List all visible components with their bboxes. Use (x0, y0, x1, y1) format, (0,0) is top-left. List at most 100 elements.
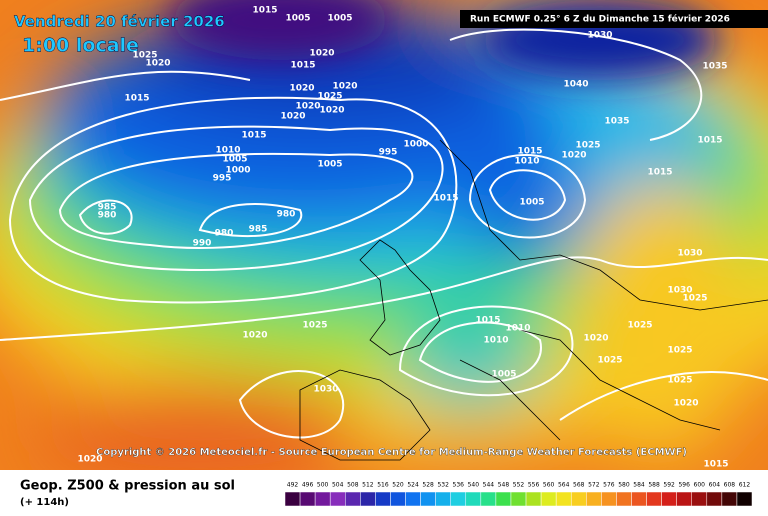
isobar-label: 1015 (290, 61, 315, 71)
isobar-label: 1020 (673, 399, 698, 409)
colorbar-label: 500 (317, 482, 329, 489)
colorbar-label: 512 (362, 482, 374, 489)
isobar-label: 1005 (222, 155, 247, 165)
colorbar-cell (676, 491, 692, 507)
isobar-label: 1010 (514, 157, 539, 167)
colorbar-label: 528 (422, 482, 434, 489)
isobar-label: 1005 (491, 370, 516, 380)
isobar-label: 985 (98, 203, 117, 213)
colorbar-cell (540, 491, 557, 507)
isobar-label: 1015 (697, 136, 722, 146)
colorbar-label: 588 (648, 482, 660, 489)
isobar-label: 1000 (225, 166, 250, 176)
colorbar-cell (360, 491, 376, 507)
isobar-label: 980 (215, 229, 234, 239)
isobar-label: 1030 (313, 385, 338, 395)
isobar-label: 990 (193, 239, 212, 249)
footer-lead: (+ 114h) (20, 497, 69, 508)
isobar-label: 1035 (702, 62, 727, 72)
colorbar-cell (329, 491, 346, 507)
colorbar-label: 596 (678, 482, 690, 489)
isobar-label: 1025 (682, 294, 707, 304)
colorbar-label: 496 (302, 482, 314, 489)
isobar-label: 1020 (319, 106, 344, 116)
colorbar-cell (601, 491, 617, 507)
colorbar-cell (299, 491, 316, 507)
isobar-label: 1005 (327, 14, 352, 24)
colorbar-cell (314, 491, 331, 507)
isobar-label: 980 (98, 211, 117, 221)
isobar-label: 1015 (703, 460, 728, 470)
isobar-label: 1020 (309, 49, 334, 59)
isobar-label: 1020 (583, 334, 608, 344)
colorbar-cell (480, 491, 497, 507)
isobar-label: 1020 (145, 59, 170, 69)
isobar-label: 1010 (215, 146, 240, 156)
colorbar-label: 520 (392, 482, 404, 489)
colorbar-cell (465, 491, 482, 507)
colorbar-cell (631, 491, 647, 507)
colorbar-cell (420, 491, 436, 507)
colorbar-cell (616, 491, 632, 507)
colorbar-label: 540 (468, 482, 480, 489)
isobar-label: 1030 (677, 249, 702, 259)
colorbar-label: 532 (437, 482, 449, 489)
colorbar-cell (661, 491, 677, 507)
isobar-label: 1020 (332, 82, 357, 92)
forecast-date: Vendredi 20 février 2026 (14, 13, 225, 31)
colorbar-label: 544 (483, 482, 495, 489)
isobar-label: 980 (277, 210, 296, 220)
isobars (0, 28, 768, 439)
isobar-label: 1015 (647, 168, 672, 178)
colorbar-label: 508 (347, 482, 359, 489)
colorbar-label: 516 (377, 482, 389, 489)
isobar-label: 995 (379, 148, 398, 158)
colorbar-cell (284, 491, 301, 507)
colorbar-label: 536 (453, 482, 465, 489)
copyright: Copyright © 2026 Meteociel.fr - Source E… (96, 447, 687, 458)
isobar-label: 1000 (403, 140, 428, 150)
isobar-label: 1020 (289, 84, 314, 94)
colorbar-cell (435, 491, 451, 507)
colorbar-cell (345, 491, 361, 507)
isobar-label: 1040 (563, 80, 588, 90)
isobar-label: 1030 (587, 31, 612, 41)
colorbar-label: 568 (573, 482, 585, 489)
footer-title: Geop. Z500 & pression au sol (20, 479, 235, 494)
isobar-label: 985 (249, 225, 268, 235)
colorbar-label: 548 (498, 482, 510, 489)
run-info: Run ECMWF 0.25° 6 Z du Dimanche 15 févri… (470, 14, 730, 25)
isobar-label: 1030 (667, 286, 692, 296)
isobar-label: 1020 (242, 331, 267, 341)
colorbar-label: 560 (543, 482, 555, 489)
isobar-label: 1015 (124, 94, 149, 104)
colorbar-cell (646, 491, 662, 507)
isobar-label: 1005 (317, 160, 342, 170)
colorbar-label: 600 (694, 482, 706, 489)
colorbar-label: 552 (513, 482, 525, 489)
colorbar-label: 556 (528, 482, 540, 489)
colorbar-cell (691, 491, 708, 507)
colorbar-cell (555, 491, 572, 507)
isobar-label: 1015 (517, 147, 542, 157)
isobar-label: 1010 (483, 336, 508, 346)
colorbar-cell (405, 491, 421, 507)
isobar-label: 1010 (505, 324, 530, 334)
colorbar-label: 612 (739, 482, 751, 489)
isobar-label: 1015 (475, 316, 500, 326)
colorbar-label: 608 (724, 482, 736, 489)
isobar-label: 1025 (667, 376, 692, 386)
isobar-label: 1015 (252, 6, 277, 16)
colorbar-label: 572 (588, 482, 600, 489)
isobar-label: 1005 (285, 14, 310, 24)
colorbar-cell (736, 491, 753, 507)
isobar-label: 1025 (575, 141, 600, 151)
isobar-label: 1020 (280, 112, 305, 122)
colorbar-cell (706, 491, 723, 507)
colorbar-cell (510, 491, 527, 507)
colorbar-label: 604 (709, 482, 721, 489)
isobar-label: 1035 (604, 117, 629, 127)
colorbar-label: 564 (558, 482, 570, 489)
isobar-label: 1020 (77, 455, 102, 465)
